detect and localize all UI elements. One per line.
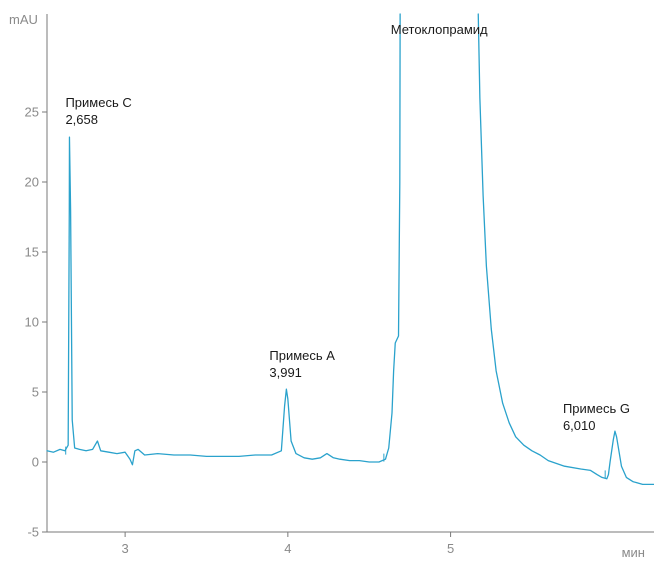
peak-annotations: Примесь C 2,658 Примесь A 3,991 Метоклопрами… bbox=[65, 22, 629, 433]
chromatogram-trace-segment-1 bbox=[46, 13, 401, 466]
chromatogram-trace-segment-2 bbox=[477, 13, 654, 486]
peak-name-label: Примесь C bbox=[65, 95, 131, 110]
peak-name-label: Примесь A bbox=[269, 348, 335, 363]
baseline-markers bbox=[65, 446, 606, 479]
x-axis-unit-label: мин bbox=[622, 545, 645, 560]
y-tick-label: 0 bbox=[32, 455, 39, 470]
x-tick-label: 3 bbox=[121, 541, 128, 556]
y-axis-unit-label: mAU bbox=[9, 12, 38, 27]
y-tick-label: 15 bbox=[25, 245, 39, 260]
y-tick-label: 25 bbox=[25, 105, 39, 120]
series-group bbox=[46, 13, 654, 486]
y-tick-label: 10 bbox=[25, 315, 39, 330]
peak-retention-time-label: 6,010 bbox=[563, 418, 596, 433]
peak-name-label: Примесь G bbox=[563, 401, 630, 416]
peak-name-label: Метоклопрамид bbox=[391, 22, 488, 37]
x-tick-label: 4 bbox=[284, 541, 291, 556]
axes bbox=[46, 14, 654, 533]
x-tick-label: 5 bbox=[447, 541, 454, 556]
y-tick-label: 5 bbox=[32, 385, 39, 400]
peak-retention-time-label: 3,991 bbox=[269, 365, 302, 380]
y-tick-label: 20 bbox=[25, 175, 39, 190]
axis-ticks: -5 0 5 10 15 20 25 3 4 5 bbox=[25, 105, 455, 557]
peak-retention-time-label: 2,658 bbox=[65, 112, 98, 127]
y-tick-label: -5 bbox=[27, 525, 39, 540]
